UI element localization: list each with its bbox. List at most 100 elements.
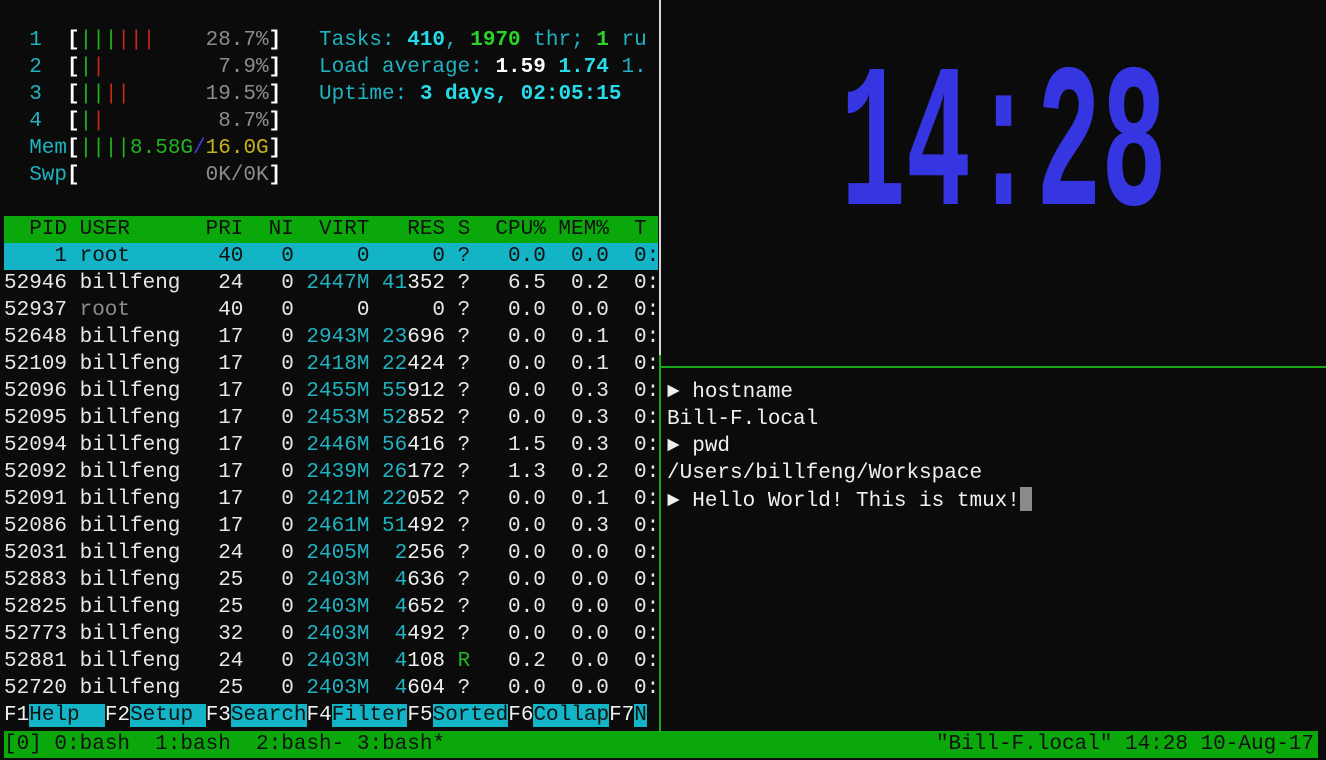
process-row[interactable]: 52091 billfeng 17 0 2421M 22052 ? 0.0 0.1 0: (4, 486, 658, 513)
spacer (67, 378, 80, 405)
res-units: 108 (407, 650, 446, 673)
s-cell[interactable]: S (457, 218, 471, 241)
function-key-label[interactable]: Search (230, 704, 307, 727)
res-thousands: 4 (394, 569, 408, 592)
function-key-f3[interactable]: F3 (205, 704, 231, 727)
s-cell: ? (457, 461, 471, 484)
function-key-f2[interactable]: F2 (104, 704, 131, 727)
mem-cell: 0.3 (571, 407, 609, 430)
ni-cell: 0 (281, 326, 294, 349)
bracket-open: [ (67, 56, 80, 79)
res-units: 852 (407, 407, 446, 430)
spacer (67, 567, 80, 594)
pane-divider-vertical-active[interactable] (659, 355, 661, 731)
time-cell[interactable]: T (634, 218, 647, 241)
window-list[interactable]: 0:bash 1:bash 2:bash- 3:bash* (41, 733, 446, 756)
process-row-selected[interactable]: 1 root 40 0 0 0 ? 0.0 0.0 0: (4, 243, 658, 270)
s-cell: ? (457, 407, 471, 430)
pid-cell: 52825 (4, 596, 68, 619)
virt-cell[interactable]: VIRT (319, 218, 370, 241)
mem-cell: 0.0 (571, 245, 609, 268)
user-cell: billfeng (79, 461, 181, 484)
mem-cell: 0.2 (571, 461, 609, 484)
res-thousands: 52 (382, 407, 408, 430)
process-row[interactable]: 52648 billfeng 17 0 2943M 23696 ? 0.0 0.1 0: (4, 324, 658, 351)
function-key-label[interactable]: Help (29, 704, 105, 727)
process-row[interactable]: 52095 billfeng 17 0 2453M 52852 ? 0.0 0.3 0: (4, 405, 658, 432)
res-units: 652 (407, 596, 446, 619)
bracket-open: [ (67, 110, 80, 133)
res-cell: 51492 (369, 513, 445, 540)
function-key-label[interactable]: Collap (533, 704, 610, 727)
text-cursor[interactable] (1019, 487, 1032, 511)
time-cell: 0: (634, 407, 658, 430)
res-cell[interactable]: RES (407, 218, 446, 241)
pri-cell: 17 (218, 461, 244, 484)
spacer (609, 648, 634, 675)
function-key-f5[interactable]: F5 (407, 704, 433, 727)
spacer[interactable] (445, 216, 458, 243)
function-key-label[interactable]: Sorted (432, 704, 509, 727)
function-key-f6[interactable]: F6 (508, 704, 534, 727)
process-row[interactable]: 52096 billfeng 17 0 2455M 55912 ? 0.0 0.3 0: (4, 378, 658, 405)
user-cell[interactable]: USER (79, 218, 131, 241)
pri-cell[interactable]: PRI (205, 218, 244, 241)
res-units: 416 (407, 434, 446, 457)
mem-cell[interactable]: MEM% (558, 218, 609, 241)
process-row[interactable]: 52109 billfeng 17 0 2418M 22424 ? 0.0 0.1 0: (4, 351, 658, 378)
process-row[interactable]: 52773 billfeng 32 0 2403M 4492 ? 0.0 0.0 0: (4, 621, 658, 648)
cpu-cell[interactable]: CPU% (495, 218, 546, 241)
pri-cell: 24 (218, 272, 244, 295)
process-row[interactable]: 52720 billfeng 25 0 2403M 4604 ? 0.0 0.0 0: (4, 675, 658, 702)
process-row[interactable]: 52883 billfeng 25 0 2403M 4636 ? 0.0 0.0 0: (4, 567, 658, 594)
process-row[interactable]: 52937 root 40 0 0 0 ? 0.0 0.0 0: (4, 297, 658, 324)
process-row[interactable]: 52946 billfeng 24 0 2447M 41352 ? 6.5 0.2 0: (4, 270, 658, 297)
spacer[interactable] (67, 216, 80, 243)
function-key-label[interactable]: Filter (331, 704, 408, 727)
ni-cell[interactable]: NI (268, 218, 294, 241)
s-cell: ? (457, 542, 471, 565)
shell-pane[interactable]: ► hostname Bill-F.local ► pwd/Users/billfe… (667, 368, 1326, 731)
spacer (67, 432, 80, 459)
s-cell: ? (457, 272, 471, 295)
spacer (445, 648, 458, 675)
bar-segment: ||| (117, 29, 156, 52)
process-row[interactable]: 52092 billfeng 17 0 2439M 26172 ? 1.3 0.2 0: (4, 459, 658, 486)
function-key-f7[interactable]: F7 (609, 704, 635, 727)
ni-cell: 0 (281, 677, 294, 700)
function-key-f1[interactable]: F1 (4, 704, 30, 727)
function-key-f4[interactable]: F4 (306, 704, 332, 727)
process-row[interactable]: 52086 billfeng 17 0 2461M 51492 ? 0.0 0.3 0: (4, 513, 658, 540)
htop-pane[interactable]: 1 [|||||| 28.7%] 2 [|| 7.9%] 3 [|||| 19.5%] 4 [|| 8… (4, 0, 658, 731)
swap-meter: Swp[0K/0K] (4, 162, 281, 189)
process-row[interactable]: 52031 billfeng 24 0 2405M 2256 ? 0.0 0.0 0: (4, 540, 658, 567)
pane-divider-vertical[interactable] (659, 0, 661, 355)
cpu-value: 19.5% (205, 83, 269, 106)
time-cell: 0: (634, 515, 658, 538)
user-cell: billfeng (79, 677, 181, 700)
pid-cell[interactable]: PID (29, 218, 67, 241)
function-key-label[interactable]: Setup (130, 704, 206, 727)
pane-divider-horizontal[interactable] (661, 366, 1326, 368)
clock-pane[interactable]: 14:28 (661, 0, 1326, 366)
pid-cell: 52946 (4, 272, 68, 295)
pid-cell: 52091 (4, 488, 68, 511)
function-key-label[interactable]: N (634, 704, 647, 727)
res-thousands: 56 (382, 434, 408, 457)
s-cell: ? (457, 515, 471, 538)
cpu-meter: 1 [|||||| 28.7%] (4, 27, 281, 54)
res-cell: 22424 (369, 351, 445, 378)
load-5: 1.74 (558, 56, 609, 79)
process-row[interactable]: 52094 billfeng 17 0 2446M 56416 ? 1.5 0.3 0: (4, 432, 658, 459)
process-row[interactable]: 52881 billfeng 24 0 2403M 4108 R 0.2 0.0 0: (4, 648, 658, 675)
bracket-close: ] (268, 29, 282, 52)
ni-cell: 0 (281, 407, 294, 430)
time-cell: 0: (634, 569, 658, 592)
process-row[interactable]: 52825 billfeng 25 0 2403M 4652 ? 0.0 0.0 0: (4, 594, 658, 621)
pri-cell: 24 (218, 542, 244, 565)
pid-cell: 52773 (4, 623, 68, 646)
pid-cell: 52094 (4, 434, 68, 457)
bracket-open: [ (67, 83, 80, 106)
spacer[interactable] (609, 216, 634, 243)
s-cell: ? (457, 353, 471, 376)
